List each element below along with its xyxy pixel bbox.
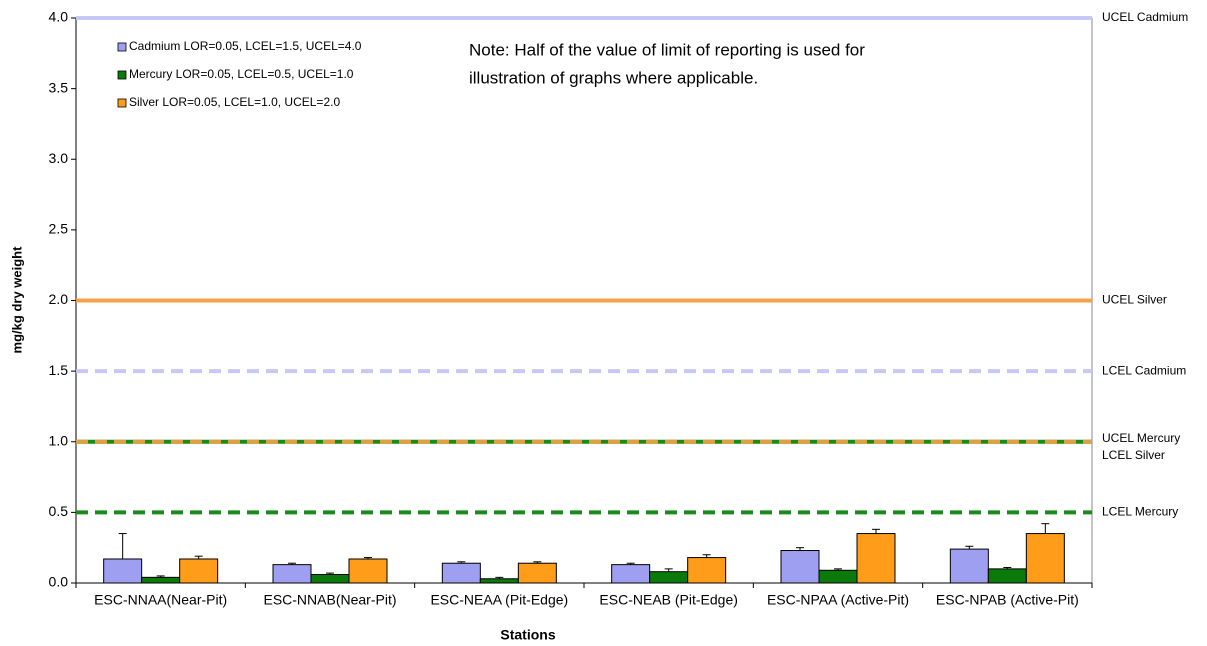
x-tick-label: ESC-NPAB (Active-Pit) <box>936 592 1079 608</box>
bar <box>141 576 181 584</box>
y-tick-label: 3.0 <box>49 150 69 166</box>
x-tick-label: ESC-NNAA(Near-Pit) <box>94 592 227 608</box>
reference-label: LCEL Silver <box>1102 448 1165 462</box>
y-tick-label: 4.0 <box>49 9 69 25</box>
bar <box>310 574 350 584</box>
y-tick-label: 3.5 <box>49 79 69 95</box>
y-tick-label: 2.0 <box>49 291 69 307</box>
legend-swatch <box>117 70 127 80</box>
legend-swatch <box>117 98 127 108</box>
y-tick-label: 1.0 <box>49 432 69 448</box>
y-tick-label: 0.0 <box>49 574 69 590</box>
x-tick-label: ESC-NNAB(Near-Pit) <box>263 592 396 608</box>
bar <box>780 550 820 584</box>
reference-label: UCEL Silver <box>1102 293 1167 307</box>
bar <box>649 571 689 584</box>
legend-label: Silver LOR=0.05, LCEL=1.0, UCEL=2.0 <box>129 95 340 109</box>
x-tick-label: ESC-NPAA (Active-Pit) <box>767 592 909 608</box>
bar <box>479 578 519 584</box>
legend-label: Mercury LOR=0.05, LCEL=0.5, UCEL=1.0 <box>129 67 354 81</box>
bar <box>272 564 312 584</box>
x-tick-label: ESC-NEAB (Pit-Edge) <box>599 592 737 608</box>
y-tick-label: 0.5 <box>49 503 69 519</box>
note-line: Note: Half of the value of limit of repo… <box>469 40 865 59</box>
bar <box>611 564 651 584</box>
note-line: illustration of graphs where applicable. <box>469 68 758 87</box>
reference-label: LCEL Cadmium <box>1102 363 1186 377</box>
bar <box>949 548 989 584</box>
bar <box>348 558 388 584</box>
reference-label: UCEL Cadmium <box>1102 10 1188 24</box>
y-axis-title: mg/kg dry weight <box>9 246 24 354</box>
y-tick-label: 1.5 <box>49 362 69 378</box>
bar <box>687 557 727 584</box>
bar <box>1025 533 1065 584</box>
legend-label: Cadmium LOR=0.05, LCEL=1.5, UCEL=4.0 <box>129 39 362 53</box>
bar <box>103 558 143 584</box>
bar <box>441 562 481 584</box>
reference-label: LCEL Mercury <box>1102 505 1178 519</box>
x-tick-label: ESC-NEAA (Pit-Edge) <box>430 592 568 608</box>
bar <box>856 533 896 584</box>
reference-label: UCEL Mercury <box>1102 431 1180 445</box>
y-tick-label: 2.5 <box>49 221 69 237</box>
bar <box>517 562 557 584</box>
x-axis-title: Stations <box>500 627 555 643</box>
bar <box>818 569 858 584</box>
bar <box>987 568 1027 584</box>
legend-swatch <box>117 42 127 52</box>
bar <box>179 558 219 584</box>
